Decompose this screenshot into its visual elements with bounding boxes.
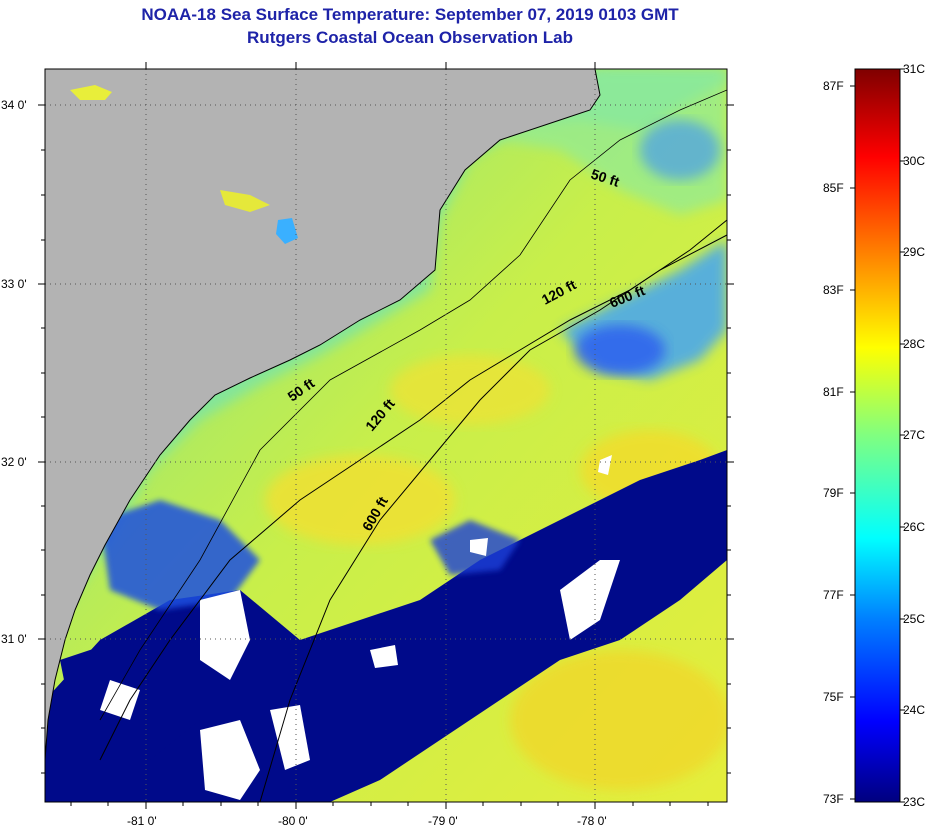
no-data-8 <box>100 680 140 720</box>
cbar-f-81: 81F <box>823 385 844 399</box>
warm-core-2 <box>390 355 550 425</box>
cbar-f-85: 85F <box>823 181 844 195</box>
cbar-f-87: 87F <box>823 79 844 93</box>
lat-label-32: 32 0' <box>1 455 27 469</box>
cbar-c-26: 26C <box>903 520 926 534</box>
cool-patch-deep <box>575 325 665 375</box>
cbar-c-25: 25C <box>903 612 926 626</box>
warm-core-4 <box>510 650 727 790</box>
cbar-c-28: 28C <box>903 337 926 351</box>
warm-core-1 <box>265 455 455 545</box>
contour-600ft <box>259 234 727 802</box>
cbar-c-29: 29C <box>903 245 926 259</box>
coastline <box>45 69 601 761</box>
lon-label-81: -81 0' <box>127 814 157 828</box>
axis-ticks <box>38 62 734 809</box>
no-data-5 <box>598 455 612 475</box>
graticule <box>45 69 727 802</box>
lat-label-34: 34 0' <box>1 98 27 112</box>
lat-label-33: 33 0' <box>1 277 27 291</box>
map-frame <box>44 68 728 803</box>
no-data-6 <box>370 645 398 668</box>
no-data-7 <box>470 538 488 556</box>
colorbar-gradient <box>854 68 901 803</box>
lake-2 <box>220 190 270 212</box>
cbar-c-30: 30C <box>903 154 926 168</box>
no-data-1 <box>200 590 250 680</box>
no-data-3 <box>270 705 310 770</box>
cbar-c-24: 24C <box>903 703 926 717</box>
colorbar-ticks <box>850 68 905 803</box>
cbar-f-77: 77F <box>823 588 844 602</box>
cbar-c-23: 23C <box>903 795 926 809</box>
cloud-edge-west <box>100 500 260 610</box>
cbar-f-83: 83F <box>823 283 844 297</box>
lake-3 <box>276 218 298 244</box>
cbar-c-31: 31C <box>903 62 926 76</box>
lat-label-31: 31 0' <box>1 632 27 646</box>
no-data-2 <box>200 720 260 800</box>
land-area <box>45 69 600 760</box>
cbar-f-75: 75F <box>823 690 844 704</box>
map-title: NOAA-18 Sea Surface Temperature: Septemb… <box>141 5 679 24</box>
lon-label-80: -80 0' <box>278 814 308 828</box>
no-data-4 <box>560 560 620 640</box>
contour-50ft <box>99 89 727 721</box>
cbar-f-79: 79F <box>823 486 844 500</box>
cloud-band <box>45 450 727 802</box>
cool-patch-northeast <box>640 120 720 180</box>
lon-label-79: -79 0' <box>428 814 458 828</box>
lake-1 <box>70 85 112 100</box>
lon-label-78: -78 0' <box>577 814 607 828</box>
cbar-c-27: 27C <box>903 428 926 442</box>
map-subtitle: Rutgers Coastal Ocean Observation Lab <box>247 28 573 47</box>
cbar-f-73: 73F <box>823 792 844 806</box>
